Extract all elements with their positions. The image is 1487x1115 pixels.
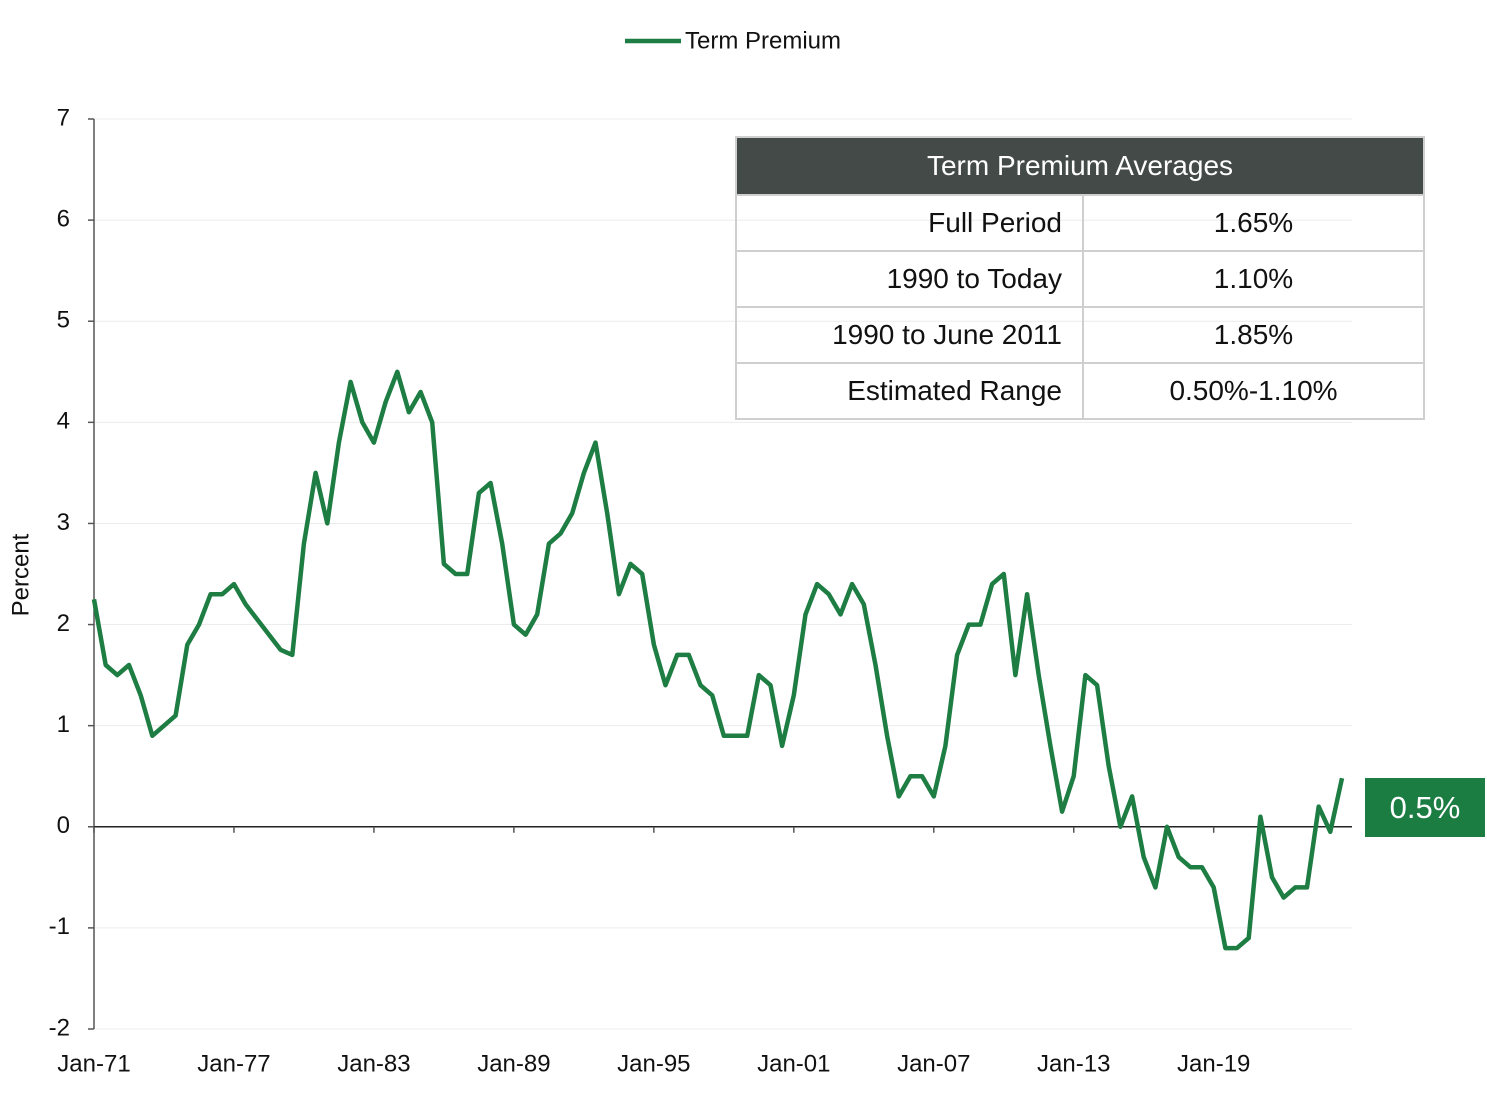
table-cell: 0.50%-1.10%	[1082, 362, 1425, 420]
x-tick-label: Jan-77	[197, 1050, 270, 1077]
table-cell: Full Period	[735, 194, 1084, 252]
averages-table: Term Premium Averages Full Period 1.65% 1…	[735, 136, 1425, 420]
y-axis-label: Percent	[7, 533, 34, 616]
x-tick-label: Jan-13	[1037, 1050, 1110, 1077]
y-tick-label: 0	[57, 812, 70, 839]
y-tick-label: 2	[57, 610, 70, 637]
table-cell: 1990 to June 2011	[735, 306, 1084, 364]
y-tick-label: 6	[57, 205, 70, 232]
x-tick-label: Jan-95	[617, 1050, 690, 1077]
table-title: Term Premium Averages	[735, 136, 1425, 196]
x-tick-label: Jan-83	[337, 1050, 410, 1077]
y-tick-label: 5	[57, 307, 70, 334]
y-tick-label: 3	[57, 509, 70, 536]
y-tick-label: 4	[57, 408, 70, 435]
series-line	[91, 369, 1345, 951]
x-tick-label: Jan-07	[897, 1050, 970, 1077]
table-cell: 1.65%	[1082, 194, 1425, 252]
y-tick-label: 1	[57, 711, 70, 738]
y-tick-label: -1	[49, 913, 70, 940]
table-cell: 1990 to Today	[735, 250, 1084, 308]
last-value-label: 0.5%	[1365, 778, 1485, 837]
y-tick-label: -2	[49, 1014, 70, 1041]
legend-label: Term Premium	[685, 27, 841, 54]
x-tick-label: Jan-89	[477, 1050, 550, 1077]
table-cell: Estimated Range	[735, 362, 1084, 420]
x-tick-label: Jan-71	[57, 1050, 130, 1077]
y-tick-label: 7	[57, 104, 70, 131]
table-cell: 1.85%	[1082, 306, 1425, 364]
table-cell: 1.10%	[1082, 250, 1425, 308]
x-tick-label: Jan-01	[757, 1050, 830, 1077]
x-tick-label: Jan-19	[1177, 1050, 1250, 1077]
